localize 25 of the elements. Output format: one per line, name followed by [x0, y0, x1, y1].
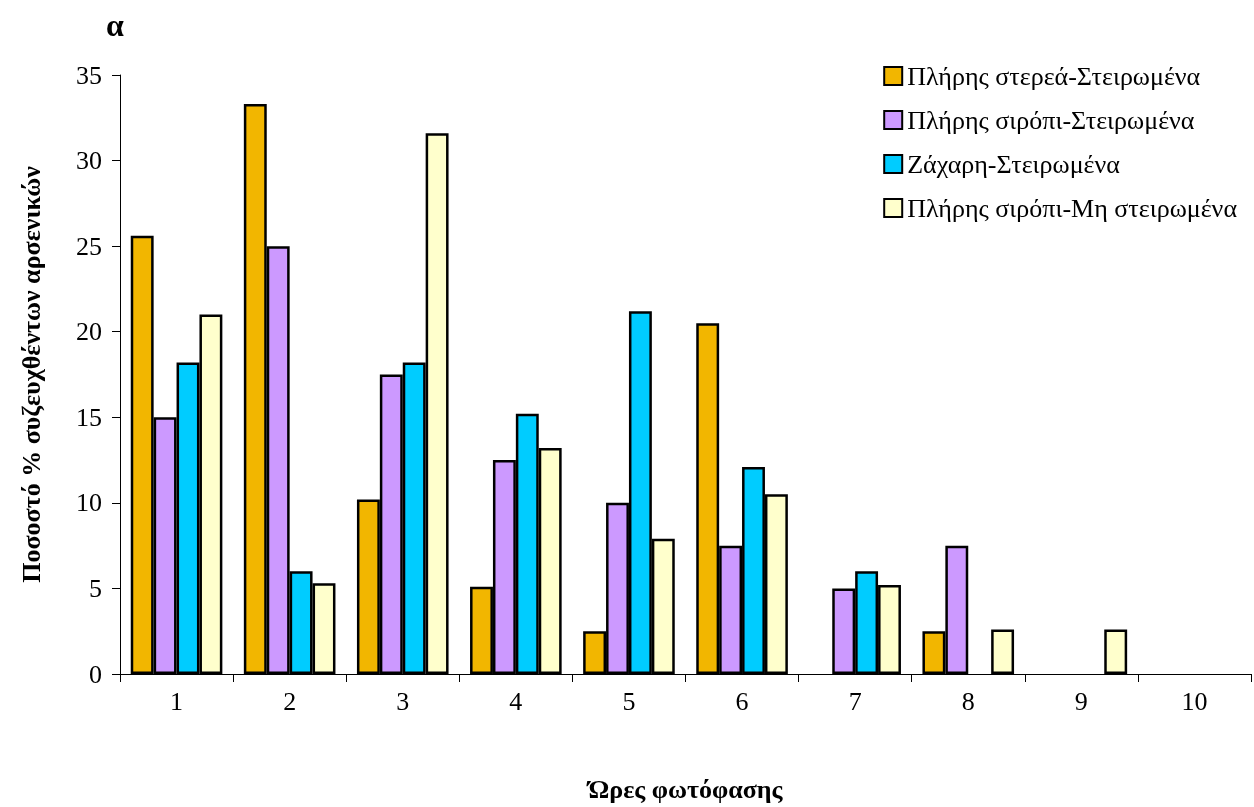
chart-title: α [106, 7, 124, 43]
y-tick-label: 0 [89, 659, 102, 689]
x-tick-label: 2 [283, 686, 297, 716]
y-tick-label: 20 [76, 317, 102, 347]
legend-label: Πλήρης σιρόπι-Στειρωμένα [907, 105, 1195, 135]
y-tick-label: 25 [76, 231, 102, 261]
x-tick-label: 10 [1181, 686, 1208, 716]
x-tick-label: 1 [170, 686, 184, 716]
y-tick-label: 10 [76, 488, 102, 518]
x-tick-label: 9 [1074, 686, 1088, 716]
legend-label: Πλήρης σιρόπι-Μη στειρωμένα [907, 193, 1238, 223]
x-axis-title: Ώρες φωτόφασης [585, 774, 784, 804]
x-tick-label: 3 [396, 686, 410, 716]
x-tick-label: 7 [848, 686, 862, 716]
x-tick-label: 8 [961, 686, 975, 716]
legend-label: Ζάχαρη-Στειρωμένα [907, 149, 1121, 179]
y-tick-label: 35 [76, 60, 102, 90]
y-tick-label: 30 [76, 146, 102, 176]
y-axis-title: Ποσοστό % συζευχθέντων αρσενικών [16, 165, 46, 583]
legend-label: Πλήρης στερεά-Στειρωμένα [907, 61, 1201, 91]
x-tick-label: 4 [509, 686, 523, 716]
y-tick-label: 5 [89, 573, 102, 603]
x-tick-label: 6 [735, 686, 749, 716]
x-tick-label: 5 [622, 686, 636, 716]
y-tick-label: 15 [76, 402, 102, 432]
